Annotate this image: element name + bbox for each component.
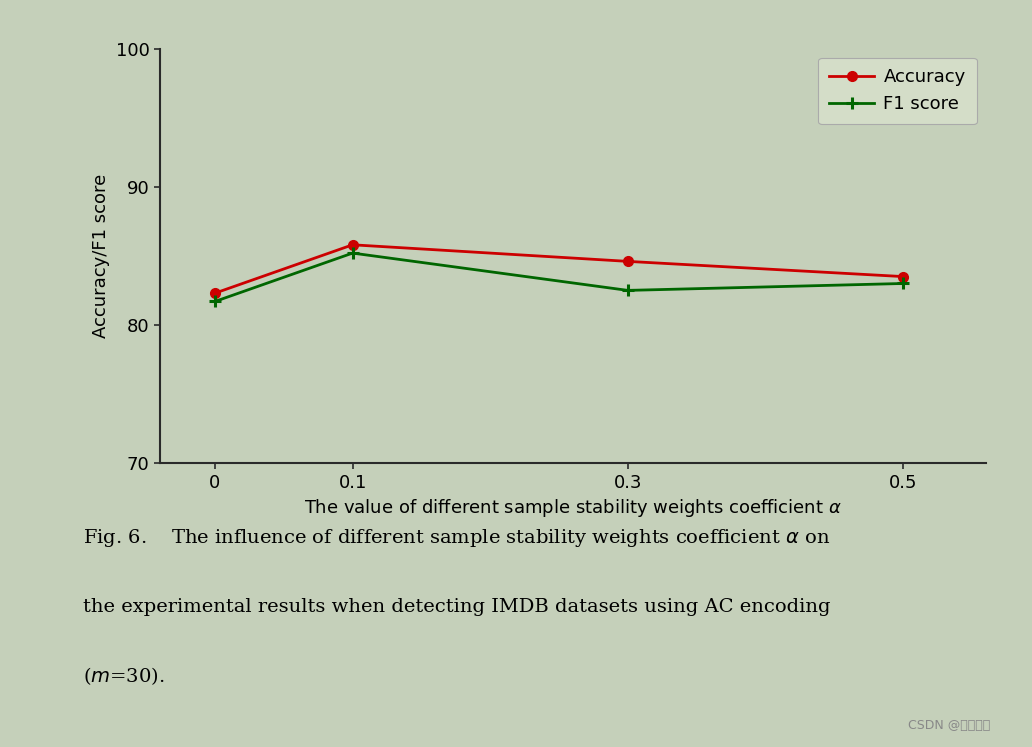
Line: F1 score: F1 score (208, 247, 909, 308)
F1 score (621, 286, 634, 295)
Text: ($m$=30).: ($m$=30). (83, 665, 164, 686)
Legend: Accuracy, F1 score: Accuracy, F1 score (818, 58, 976, 124)
Text: CSDN @菜菜小堡: CSDN @菜菜小堡 (908, 719, 991, 732)
Accuracy (621, 257, 634, 266)
Accuracy (347, 241, 359, 249)
F1 score (347, 249, 359, 258)
Text: the experimental results when detecting IMDB datasets using AC encoding: the experimental results when detecting … (83, 598, 830, 616)
F1 score (208, 297, 221, 306)
Line: Accuracy: Accuracy (211, 240, 908, 298)
F1 score (897, 279, 909, 288)
X-axis label: The value of different sample stability weights coefficient $\alpha$: The value of different sample stability … (303, 497, 842, 519)
Y-axis label: Accuracy/F1 score: Accuracy/F1 score (92, 174, 110, 338)
Text: Fig. 6.    The influence of different sample stability weights coefficient $\alp: Fig. 6. The influence of different sampl… (83, 527, 830, 548)
Accuracy (208, 288, 221, 297)
Accuracy (897, 272, 909, 281)
